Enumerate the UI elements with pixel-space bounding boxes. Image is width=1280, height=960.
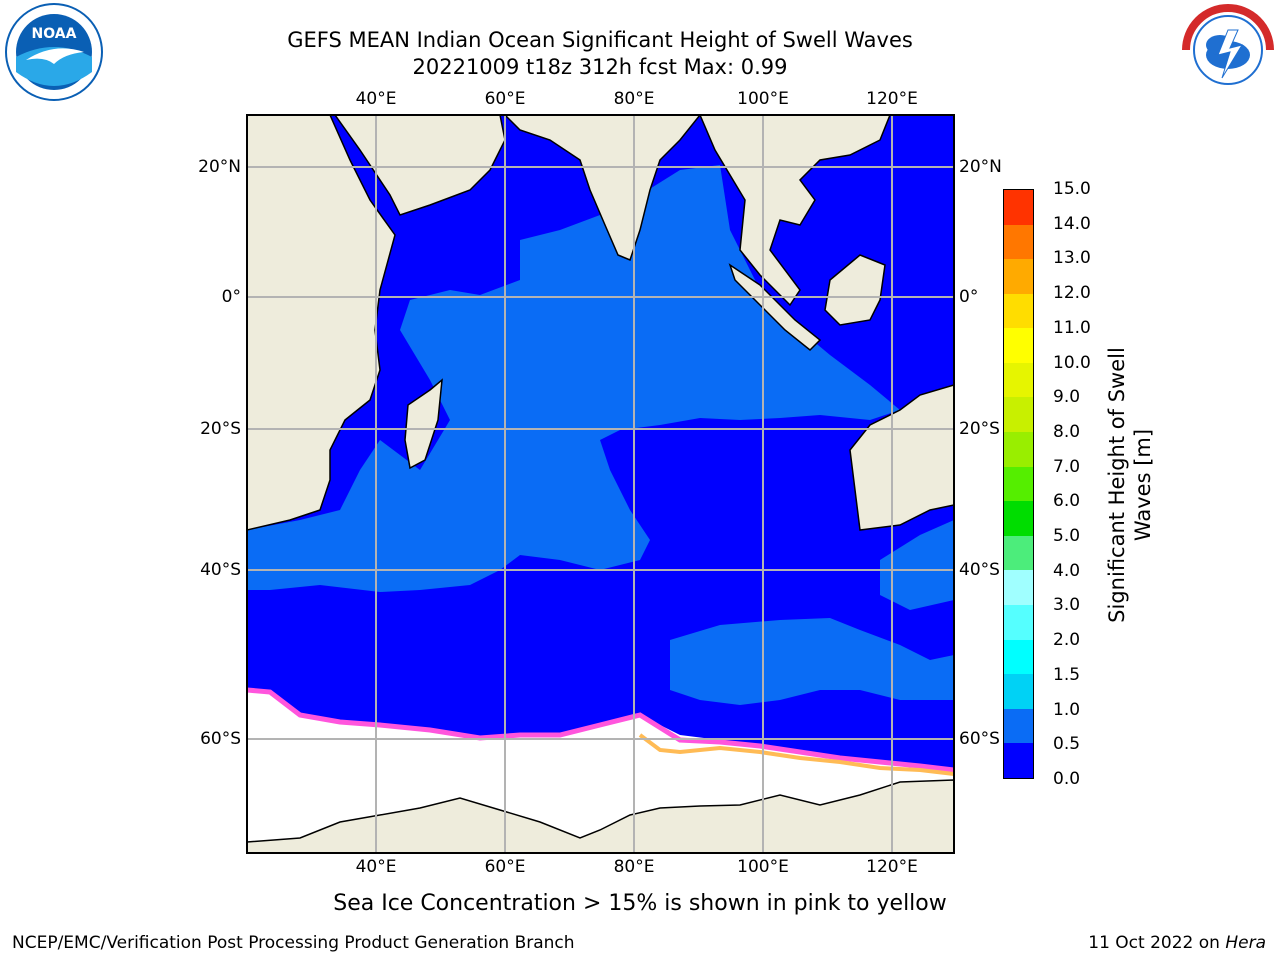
colorbar-segment-15 — [1004, 224, 1033, 260]
colorbar-label-2: 1.0 — [1053, 699, 1081, 720]
southeast-asia-land — [699, 115, 891, 307]
noaa-logo: NOAA — [5, 3, 103, 101]
footer-credit: NCEP/EMC/Verification Post Processing Pr… — [12, 933, 575, 953]
colorbar-segment-2 — [1004, 674, 1033, 709]
footer-date: 11 Oct 2022 on Hera — [1088, 932, 1266, 954]
colorbar-label-1: 0.5 — [1053, 734, 1081, 755]
lat-tick-left-4: 60°S — [200, 729, 241, 749]
lon-tick-bottom-0: 40°E — [355, 857, 397, 877]
lon-tick-bottom-4: 120°E — [866, 857, 918, 877]
lat-tick-right-3: 40°S — [959, 560, 1000, 580]
lat-tick-right-1: 0° — [959, 287, 979, 307]
colorbar-label-15: 13.0 — [1053, 248, 1091, 269]
colorbar-label-0: 0.0 — [1053, 769, 1081, 789]
colorbar-segment-0 — [1004, 743, 1033, 778]
colorbar-label-10: 8.0 — [1053, 421, 1081, 442]
colorbar-label-5: 3.0 — [1053, 595, 1081, 616]
colorbar-segment-4 — [1004, 605, 1033, 640]
lat-tick-left-0: 20°N — [198, 157, 241, 177]
lat-tick-right-4: 60°S — [959, 729, 1000, 749]
colorbar-label-17: 15.0 — [1053, 179, 1091, 199]
lon-tick-bottom-1: 60°E — [484, 857, 526, 877]
india-land — [503, 115, 701, 262]
colorbar-label-14: 12.0 — [1053, 283, 1091, 304]
colorbar-segment-11 — [1004, 362, 1033, 398]
colorbar-label-4: 2.0 — [1053, 630, 1081, 651]
map-title: GEFS MEAN Indian Ocean Significant Heigh… — [287, 28, 913, 52]
nws-logo — [1180, 2, 1276, 98]
colorbar-label-11: 9.0 — [1053, 387, 1081, 408]
footer-host: Hera — [1225, 933, 1266, 953]
lat-tick-right-2: 20°S — [959, 419, 1000, 439]
madagascar-land — [404, 378, 443, 470]
antarctica-land — [247, 779, 954, 853]
colorbar-segment-6 — [1004, 535, 1033, 571]
sea-ice-edge — [247, 687, 954, 773]
lon-tick-bottom-2: 80°E — [613, 857, 655, 877]
footer-date-text: 11 Oct 2022 on — [1088, 933, 1226, 953]
lat-tick-left-2: 20°S — [200, 419, 241, 439]
swell-patch-east — [880, 520, 954, 610]
colorbar-segment-1 — [1004, 708, 1033, 744]
colorbar-segment-8 — [1004, 466, 1033, 502]
colorbar-title-line2: Waves [m] — [1131, 428, 1155, 542]
colorbar-label-6: 4.0 — [1053, 560, 1081, 581]
colorbar-segment-7 — [1004, 501, 1033, 536]
colorbar-segment-16 — [1004, 189, 1033, 225]
colorbar-label-13: 11.0 — [1053, 317, 1091, 338]
lat-tick-left-3: 40°S — [200, 560, 241, 580]
colorbar-title-line1: Significant Height of Swell — [1105, 347, 1129, 623]
map-subtitle: 20221009 t18z 312h fcst Max: 0.99 — [412, 55, 788, 79]
lon-tick-top-0: 40°E — [355, 89, 397, 109]
colorbar-label-7: 5.0 — [1053, 526, 1081, 547]
lon-tick-top-1: 60°E — [484, 89, 526, 109]
colorbar-title: Significant Height of Swell Waves [m] — [1104, 325, 1156, 645]
lon-tick-top-3: 100°E — [737, 89, 789, 109]
colorbar-segment-14 — [1004, 259, 1033, 294]
colorbar-segment-5 — [1004, 570, 1033, 606]
sea-ice-edge-yellow — [638, 733, 954, 776]
lat-tick-right-0: 20°N — [959, 157, 1002, 177]
colorbar-segment-13 — [1004, 293, 1033, 329]
colorbar-segment-12 — [1004, 328, 1033, 363]
borneo-land — [824, 254, 886, 326]
australia-land — [849, 384, 954, 531]
colorbar-segment-9 — [1004, 432, 1033, 467]
colorbar-segment-3 — [1004, 639, 1033, 675]
colorbar-label-12: 10.0 — [1053, 352, 1091, 373]
lon-tick-top-4: 120°E — [866, 89, 918, 109]
map-gridlines — [247, 115, 954, 853]
colorbar-segment-10 — [1004, 397, 1033, 433]
sea-ice-caption: Sea Ice Concentration > 15% is shown in … — [333, 891, 947, 916]
colorbar-label-8: 6.0 — [1053, 491, 1081, 512]
lon-tick-bottom-3: 100°E — [737, 857, 789, 877]
lon-tick-top-2: 80°E — [613, 89, 655, 109]
swell-patch-south — [670, 618, 954, 705]
noaa-logo-text: NOAA — [32, 26, 77, 42]
colorbar — [1003, 189, 1034, 779]
map-frame — [246, 114, 955, 854]
colorbar-label-9: 7.0 — [1053, 456, 1081, 477]
colorbar-label-3: 1.5 — [1053, 664, 1081, 685]
colorbar-label-16: 14.0 — [1053, 213, 1091, 234]
lat-tick-left-1: 0° — [221, 287, 241, 307]
